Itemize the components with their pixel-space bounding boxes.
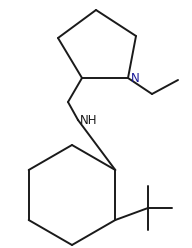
Text: NH: NH xyxy=(80,115,98,127)
Text: N: N xyxy=(131,72,140,86)
